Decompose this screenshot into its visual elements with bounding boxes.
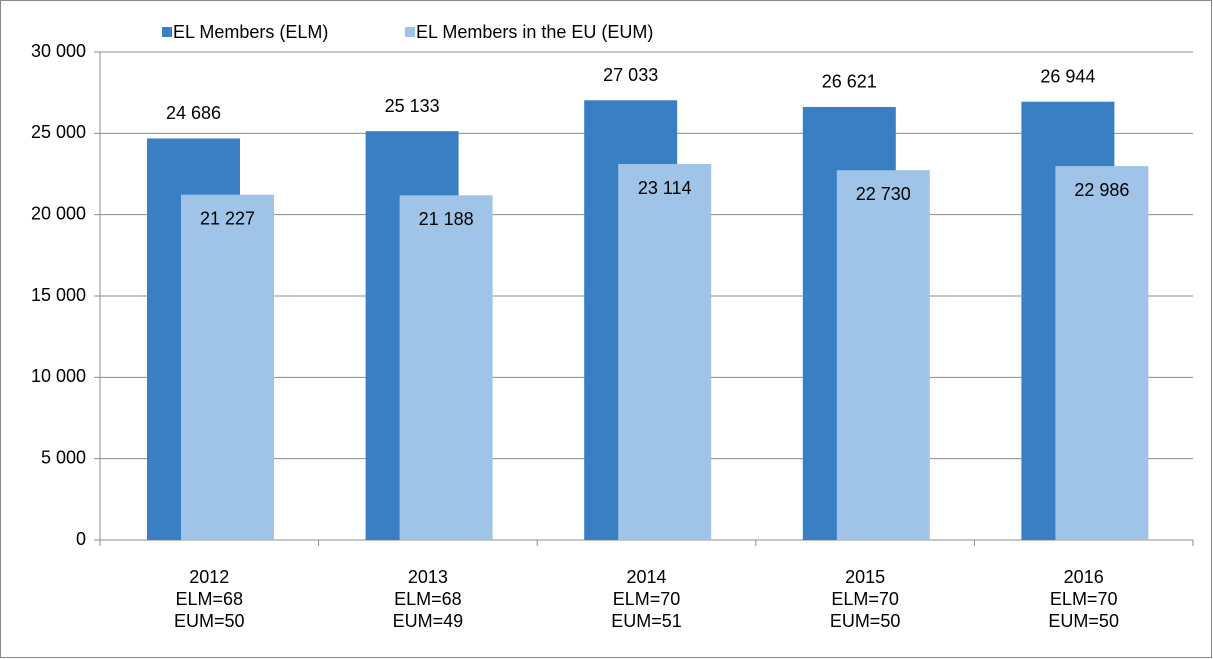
bar <box>618 164 712 540</box>
legend-label: EL Members (ELM) <box>173 22 328 42</box>
y-tick-label: 15 000 <box>31 285 86 305</box>
y-tick-label: 0 <box>76 529 86 549</box>
legend-swatch <box>162 27 172 37</box>
value-label: 25 133 <box>385 96 440 116</box>
value-label: 26 944 <box>1040 66 1095 86</box>
x-tick-label: EUM=50 <box>830 611 901 631</box>
y-tick-label: 5 000 <box>41 447 86 467</box>
bar <box>181 194 274 541</box>
x-tick-label: 2016 <box>1064 567 1104 587</box>
y-tick-label: 20 000 <box>31 203 86 223</box>
legend-swatch <box>405 27 415 37</box>
x-tick-label: EUM=50 <box>1048 611 1119 631</box>
legend-label: EL Members in the EU (EUM) <box>416 22 653 42</box>
x-tick-label: 2015 <box>845 567 885 587</box>
value-label: 22 986 <box>1074 180 1129 200</box>
value-label: 26 621 <box>822 72 877 92</box>
value-label: 21 227 <box>200 208 255 228</box>
bar <box>1055 166 1149 540</box>
value-label: 24 686 <box>166 103 221 123</box>
bar <box>836 170 930 540</box>
value-label: 23 114 <box>638 178 692 198</box>
x-tick-label: ELM=68 <box>176 589 244 609</box>
x-tick-label: 2013 <box>408 567 448 587</box>
bar <box>399 195 493 541</box>
x-tick-label: EUM=51 <box>611 611 682 631</box>
x-tick-label: ELM=70 <box>831 589 899 609</box>
x-tick-label: EUM=49 <box>393 611 464 631</box>
y-tick-label: 30 000 <box>31 41 86 61</box>
x-tick-label: ELM=68 <box>394 589 462 609</box>
y-tick-label: 25 000 <box>31 122 86 142</box>
x-tick-label: EUM=50 <box>174 611 245 631</box>
y-tick-label: 10 000 <box>31 366 86 386</box>
x-tick-label: 2012 <box>189 567 229 587</box>
x-tick-label: ELM=70 <box>1050 589 1118 609</box>
value-label: 27 033 <box>603 65 658 85</box>
value-label: 22 730 <box>856 184 911 204</box>
x-tick-label: ELM=70 <box>613 589 681 609</box>
x-tick-label: 2014 <box>626 567 666 587</box>
value-label: 21 188 <box>419 209 474 229</box>
